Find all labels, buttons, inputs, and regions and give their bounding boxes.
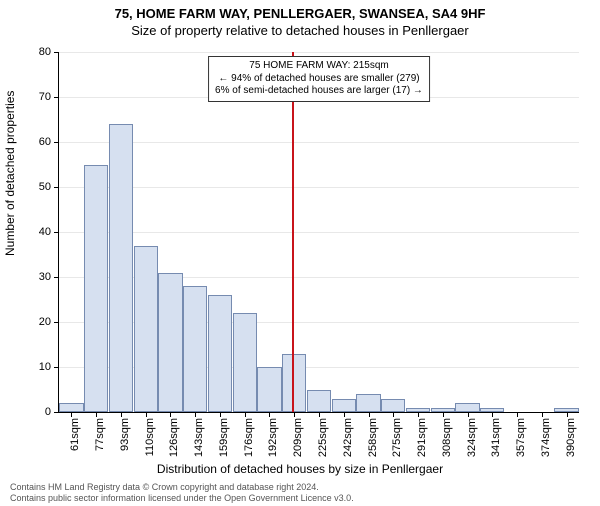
histogram-bar <box>158 273 182 413</box>
xtick-mark <box>369 412 370 417</box>
histogram-bar <box>307 390 331 413</box>
xtick-mark <box>393 412 394 417</box>
xtick-mark <box>245 412 246 417</box>
xtick-mark <box>542 412 543 417</box>
xtick-mark <box>567 412 568 417</box>
xtick-mark <box>294 412 295 417</box>
xtick-mark <box>269 412 270 417</box>
xtick-label: 374sqm <box>540 418 552 457</box>
gridline <box>59 142 579 143</box>
ytick-label: 10 <box>39 361 59 373</box>
ytick-label: 0 <box>45 406 59 418</box>
xtick-label: 390sqm <box>565 418 577 457</box>
ytick-label: 30 <box>39 271 59 283</box>
xtick-label: 291sqm <box>416 418 428 457</box>
xtick-mark <box>146 412 147 417</box>
gridline <box>59 52 579 53</box>
xtick-mark <box>220 412 221 417</box>
xtick-label: 110sqm <box>144 418 156 456</box>
xtick-label: 308sqm <box>441 418 453 457</box>
xtick-label: 341sqm <box>490 418 502 457</box>
ytick-label: 20 <box>39 316 59 328</box>
plot-area: 0102030405060708061sqm77sqm93sqm110sqm12… <box>58 52 579 413</box>
histogram-bar <box>183 286 207 412</box>
histogram-bar <box>282 354 306 413</box>
histogram-bar <box>381 399 405 413</box>
footer-line2: Contains public sector information licen… <box>10 493 354 504</box>
chart-subtitle: Size of property relative to detached ho… <box>0 23 600 38</box>
xtick-mark <box>468 412 469 417</box>
annotation-line2: ← 94% of detached houses are smaller (27… <box>215 73 423 86</box>
chart-container: 75, HOME FARM WAY, PENLLERGAER, SWANSEA,… <box>0 6 600 506</box>
histogram-bar <box>109 124 133 412</box>
annotation-line3: 6% of semi-detached houses are larger (1… <box>215 85 423 98</box>
footer-attribution: Contains HM Land Registry data © Crown c… <box>10 482 354 504</box>
histogram-bar <box>208 295 232 412</box>
histogram-bar <box>233 313 257 412</box>
marker-line <box>292 52 294 412</box>
xtick-mark <box>492 412 493 417</box>
annotation-line1: 75 HOME FARM WAY: 215sqm <box>215 60 423 73</box>
chart-title-address: 75, HOME FARM WAY, PENLLERGAER, SWANSEA,… <box>0 6 600 21</box>
xtick-label: 275sqm <box>391 418 403 457</box>
xtick-label: 159sqm <box>218 418 230 457</box>
xtick-label: 242sqm <box>342 418 354 457</box>
y-axis-label: Number of detached properties <box>3 91 17 256</box>
ytick-label: 60 <box>39 136 59 148</box>
histogram-bar <box>332 399 356 413</box>
xtick-label: 192sqm <box>267 418 279 457</box>
histogram-bar <box>59 403 83 412</box>
xtick-mark <box>195 412 196 417</box>
histogram-bar <box>356 394 380 412</box>
histogram-bar <box>455 403 479 412</box>
xtick-label: 357sqm <box>515 418 527 457</box>
xtick-mark <box>96 412 97 417</box>
gridline <box>59 187 579 188</box>
histogram-bar <box>84 165 108 413</box>
xtick-mark <box>319 412 320 417</box>
xtick-label: 61sqm <box>69 418 81 451</box>
x-axis-label: Distribution of detached houses by size … <box>0 462 600 476</box>
xtick-label: 77sqm <box>94 418 106 451</box>
xtick-mark <box>418 412 419 417</box>
xtick-label: 143sqm <box>193 418 205 457</box>
xtick-mark <box>443 412 444 417</box>
histogram-bar <box>134 246 158 413</box>
xtick-mark <box>170 412 171 417</box>
xtick-mark <box>121 412 122 417</box>
ytick-label: 40 <box>39 226 59 238</box>
xtick-mark <box>71 412 72 417</box>
annotation-box: 75 HOME FARM WAY: 215sqm ← 94% of detach… <box>208 56 430 102</box>
xtick-label: 209sqm <box>292 418 304 457</box>
xtick-label: 176sqm <box>243 418 255 457</box>
ytick-label: 80 <box>39 46 59 58</box>
histogram-bar <box>257 367 281 412</box>
xtick-label: 126sqm <box>168 418 180 457</box>
xtick-label: 93sqm <box>119 418 131 451</box>
ytick-label: 50 <box>39 181 59 193</box>
xtick-label: 258sqm <box>367 418 379 457</box>
gridline <box>59 232 579 233</box>
footer-line1: Contains HM Land Registry data © Crown c… <box>10 482 354 493</box>
xtick-label: 324sqm <box>466 418 478 457</box>
ytick-label: 70 <box>39 91 59 103</box>
xtick-mark <box>517 412 518 417</box>
xtick-label: 225sqm <box>317 418 329 457</box>
xtick-mark <box>344 412 345 417</box>
